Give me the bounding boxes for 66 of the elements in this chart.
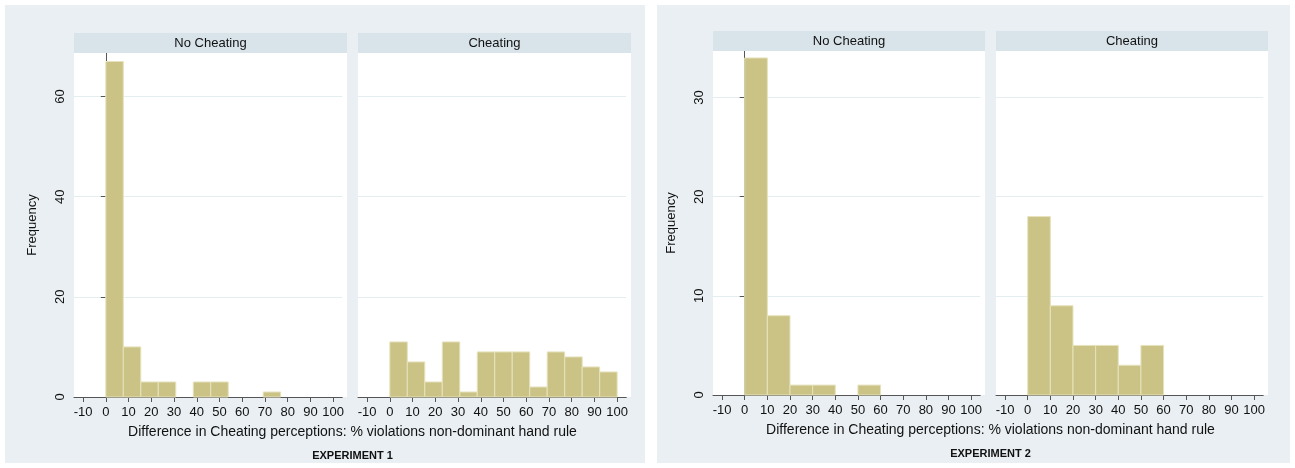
x-tick-label: -10: [357, 404, 377, 419]
y-tick-label: 20: [52, 289, 67, 305]
x-tick-label: 40: [1111, 402, 1126, 417]
x-tick-label: 60: [1156, 402, 1171, 417]
x-tick-label: 60: [518, 404, 534, 419]
x-tick-label: 100: [322, 404, 345, 419]
x-tick-label: 100: [606, 404, 629, 419]
x-tick-label: 60: [234, 404, 250, 419]
chart-title: Cheating: [996, 31, 1268, 51]
x-tick-label: 70: [895, 402, 911, 417]
x-tick-label: 90: [941, 402, 956, 417]
y-tick-label: 40: [52, 189, 67, 204]
x-tick-label: 100: [960, 402, 983, 417]
x-tick-label: 50: [496, 404, 511, 419]
x-tick-label: 80: [280, 404, 295, 419]
x-tick-label: 40: [473, 404, 488, 419]
x-tick-label: 30: [805, 402, 820, 417]
chart-title: No Cheating: [74, 33, 347, 53]
x-tick-label: 70: [541, 404, 557, 419]
x-tick-label: 20: [782, 402, 798, 417]
x-tick-label: 0: [386, 404, 394, 419]
x-tick-label: 90: [587, 404, 602, 419]
y-tick-label: 60: [52, 89, 67, 104]
chart-title: No Cheating: [713, 31, 985, 51]
text: EXPERIMENT 1: [311, 449, 394, 461]
x-tick-label: 10: [405, 404, 420, 419]
x-tick-label: 10: [760, 402, 775, 417]
x-tick-label: 100: [1243, 402, 1266, 417]
x-tick-label: -10: [73, 404, 93, 419]
text: EXPERIMENT 2: [949, 447, 1032, 459]
x-tick-label: 20: [144, 404, 159, 419]
chart-title: Cheating: [358, 33, 631, 53]
y-tick-label: 10: [691, 288, 706, 304]
y-tick-label: 20: [691, 189, 706, 204]
x-tick-label: 90: [303, 404, 318, 419]
x-tick-label: 40: [828, 402, 843, 417]
x-tick-label: 80: [918, 402, 934, 417]
x-tick-label: 10: [1043, 402, 1058, 417]
x-tick-label: 50: [1133, 402, 1149, 417]
x-tick-label: -10: [712, 402, 732, 417]
x-tick-label: 20: [1065, 402, 1081, 417]
x-tick-label: -10: [995, 402, 1015, 417]
x-tick-label: 50: [850, 402, 866, 417]
x-tick-label: 50: [212, 404, 227, 419]
x-tick-label: 0: [1024, 402, 1032, 417]
y-axis-title: Frequency: [24, 193, 39, 256]
y-tick-label: 0: [691, 391, 706, 399]
x-tick-label: 0: [741, 402, 749, 417]
x-tick-label: 80: [564, 404, 579, 419]
y-tick-label: 30: [691, 90, 706, 105]
x-tick-label: 30: [166, 404, 182, 419]
x-tick-label: 30: [1088, 402, 1103, 417]
x-tick-label: 20: [428, 404, 443, 419]
x-tick-label: 40: [189, 404, 204, 419]
x-tick-label: 70: [1178, 402, 1194, 417]
x-tick-label: 30: [450, 404, 466, 419]
y-axis-title: Frequency: [663, 191, 678, 254]
x-tick-label: 0: [102, 404, 110, 419]
x-tick-label: 60: [873, 402, 888, 417]
x-tick-label: 10: [121, 404, 136, 419]
x-tick-label: 70: [257, 404, 273, 419]
x-tick-label: 90: [1224, 402, 1239, 417]
y-tick-label: 0: [52, 393, 67, 401]
x-axis-title: Difference in Cheating perceptions: % violations non-dominant hand rule: [765, 421, 1216, 437]
x-axis-title: Difference in Cheating perceptions: % violations non-dominant hand rule: [127, 423, 578, 439]
x-tick-label: 80: [1201, 402, 1217, 417]
